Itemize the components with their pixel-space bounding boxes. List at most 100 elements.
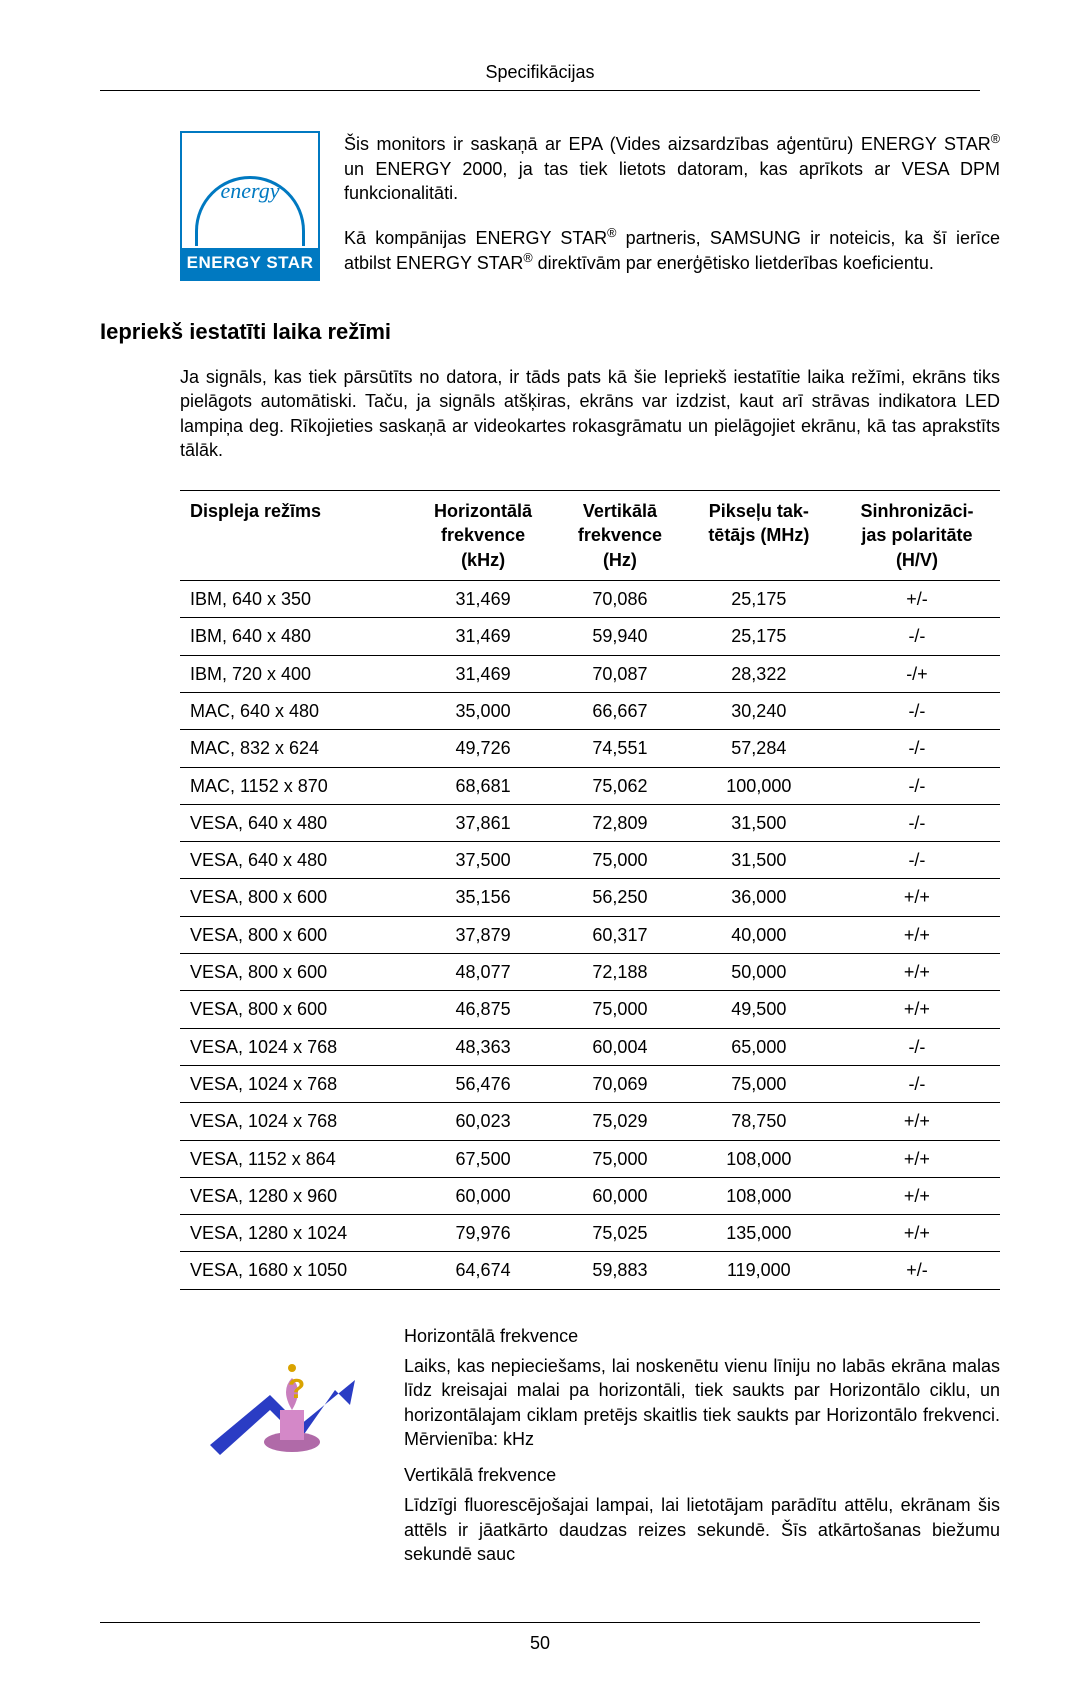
table-cell: 35,000	[410, 692, 556, 729]
table-cell: MAC, 640 x 480	[180, 692, 410, 729]
table-cell: VESA, 1024 x 768	[180, 1028, 410, 1065]
table-cell: 64,674	[410, 1252, 556, 1289]
note-p1: Laiks, kas nepieciešams, lai noskenētu v…	[404, 1354, 1000, 1451]
table-cell: 59,940	[556, 618, 684, 655]
svg-text:?: ?	[288, 1373, 305, 1404]
table-cell: VESA, 1024 x 768	[180, 1103, 410, 1140]
table-cell: 108,000	[684, 1177, 834, 1214]
table-row: VESA, 1280 x 96060,00060,000108,000+/+	[180, 1177, 1000, 1214]
table-cell: VESA, 640 x 480	[180, 804, 410, 841]
table-row: VESA, 800 x 60037,87960,31740,000+/+	[180, 916, 1000, 953]
energy-script: energy	[220, 176, 279, 206]
table-cell: 75,000	[684, 1065, 834, 1102]
table-row: MAC, 832 x 62449,72674,55157,284-/-	[180, 730, 1000, 767]
table-cell: VESA, 800 x 600	[180, 879, 410, 916]
table-cell: 68,681	[410, 767, 556, 804]
table-cell: 67,500	[410, 1140, 556, 1177]
table-cell: VESA, 1680 x 1050	[180, 1252, 410, 1289]
table-cell: 49,500	[684, 991, 834, 1028]
table-cell: 25,175	[684, 581, 834, 618]
table-header: Vertikālāfrekvence(Hz)	[556, 491, 684, 581]
table-row: VESA, 1024 x 76856,47670,06975,000-/-	[180, 1065, 1000, 1102]
table-cell: VESA, 1280 x 1024	[180, 1215, 410, 1252]
table-cell: 50,000	[684, 954, 834, 991]
table-row: VESA, 800 x 60046,87575,00049,500+/+	[180, 991, 1000, 1028]
table-cell: 60,317	[556, 916, 684, 953]
table-cell: 48,363	[410, 1028, 556, 1065]
table-cell: 72,188	[556, 954, 684, 991]
table-cell: +/+	[834, 991, 1000, 1028]
page-header: Specifikācijas	[100, 60, 980, 91]
energy-star-block: energy ENERGY STAR Šis monitors ir saska…	[180, 131, 1000, 281]
table-cell: +/+	[834, 879, 1000, 916]
section-intro: Ja signāls, kas tiek pārsūtīts no datora…	[180, 365, 1000, 462]
table-cell: 31,500	[684, 804, 834, 841]
table-cell: VESA, 1024 x 768	[180, 1065, 410, 1102]
table-row: IBM, 640 x 48031,46959,94025,175-/-	[180, 618, 1000, 655]
table-cell: VESA, 800 x 600	[180, 991, 410, 1028]
energy-star-label: ENERGY STAR	[182, 248, 318, 279]
table-cell: 72,809	[556, 804, 684, 841]
table-cell: -/-	[834, 1028, 1000, 1065]
table-cell: 59,883	[556, 1252, 684, 1289]
table-cell: +/-	[834, 581, 1000, 618]
table-cell: VESA, 1280 x 960	[180, 1177, 410, 1214]
table-cell: 75,029	[556, 1103, 684, 1140]
table-cell: VESA, 1152 x 864	[180, 1140, 410, 1177]
table-row: VESA, 800 x 60048,07772,18850,000+/+	[180, 954, 1000, 991]
table-cell: -/-	[834, 692, 1000, 729]
table-cell: VESA, 800 x 600	[180, 916, 410, 953]
table-cell: 37,861	[410, 804, 556, 841]
table-cell: -/-	[834, 767, 1000, 804]
table-cell: 60,000	[410, 1177, 556, 1214]
energy-para-2: Kā kompānijas ENERGY STAR® partneris, SA…	[344, 225, 1000, 276]
table-cell: 60,004	[556, 1028, 684, 1065]
table-cell: +/+	[834, 954, 1000, 991]
table-cell: IBM, 720 x 400	[180, 655, 410, 692]
table-cell: -/-	[834, 618, 1000, 655]
table-cell: MAC, 1152 x 870	[180, 767, 410, 804]
table-cell: 66,667	[556, 692, 684, 729]
table-cell: 37,879	[410, 916, 556, 953]
table-cell: 100,000	[684, 767, 834, 804]
table-cell: -/-	[834, 842, 1000, 879]
table-cell: 119,000	[684, 1252, 834, 1289]
table-cell: 79,976	[410, 1215, 556, 1252]
table-cell: 135,000	[684, 1215, 834, 1252]
table-row: VESA, 640 x 48037,86172,80931,500-/-	[180, 804, 1000, 841]
table-cell: IBM, 640 x 480	[180, 618, 410, 655]
table-cell: +/+	[834, 916, 1000, 953]
table-cell: +/+	[834, 1215, 1000, 1252]
note-h1: Horizontālā frekvence	[404, 1324, 1000, 1348]
table-cell: IBM, 640 x 350	[180, 581, 410, 618]
table-row: VESA, 640 x 48037,50075,00031,500-/-	[180, 842, 1000, 879]
energy-text: Šis monitors ir saskaņā ar EPA (Vides ai…	[344, 131, 1000, 281]
table-cell: 49,726	[410, 730, 556, 767]
table-cell: 57,284	[684, 730, 834, 767]
table-cell: 108,000	[684, 1140, 834, 1177]
table-cell: 74,551	[556, 730, 684, 767]
table-cell: 70,087	[556, 655, 684, 692]
energy-para-1: Šis monitors ir saskaņā ar EPA (Vides ai…	[344, 131, 1000, 205]
table-row: VESA, 1680 x 105064,67459,883119,000+/-	[180, 1252, 1000, 1289]
table-cell: 75,025	[556, 1215, 684, 1252]
table-row: IBM, 720 x 40031,46970,08728,322-/+	[180, 655, 1000, 692]
page-footer: 50	[100, 1622, 980, 1655]
table-cell: -/-	[834, 730, 1000, 767]
note-icon: ?	[180, 1324, 380, 1470]
table-header: Displeja režīms	[180, 491, 410, 581]
table-cell: +/+	[834, 1103, 1000, 1140]
table-cell: 48,077	[410, 954, 556, 991]
table-cell: VESA, 640 x 480	[180, 842, 410, 879]
table-cell: -/+	[834, 655, 1000, 692]
table-cell: 75,000	[556, 1140, 684, 1177]
table-cell: 65,000	[684, 1028, 834, 1065]
table-header: Sinhronizāci-jas polaritāte(H/V)	[834, 491, 1000, 581]
table-row: VESA, 1024 x 76848,36360,00465,000-/-	[180, 1028, 1000, 1065]
table-cell: 56,250	[556, 879, 684, 916]
table-cell: 31,500	[684, 842, 834, 879]
table-cell: MAC, 832 x 624	[180, 730, 410, 767]
table-row: VESA, 1280 x 102479,97675,025135,000+/+	[180, 1215, 1000, 1252]
table-cell: 28,322	[684, 655, 834, 692]
timing-modes-table: Displeja režīmsHorizontālāfrekvence(kHz)…	[180, 490, 1000, 1290]
